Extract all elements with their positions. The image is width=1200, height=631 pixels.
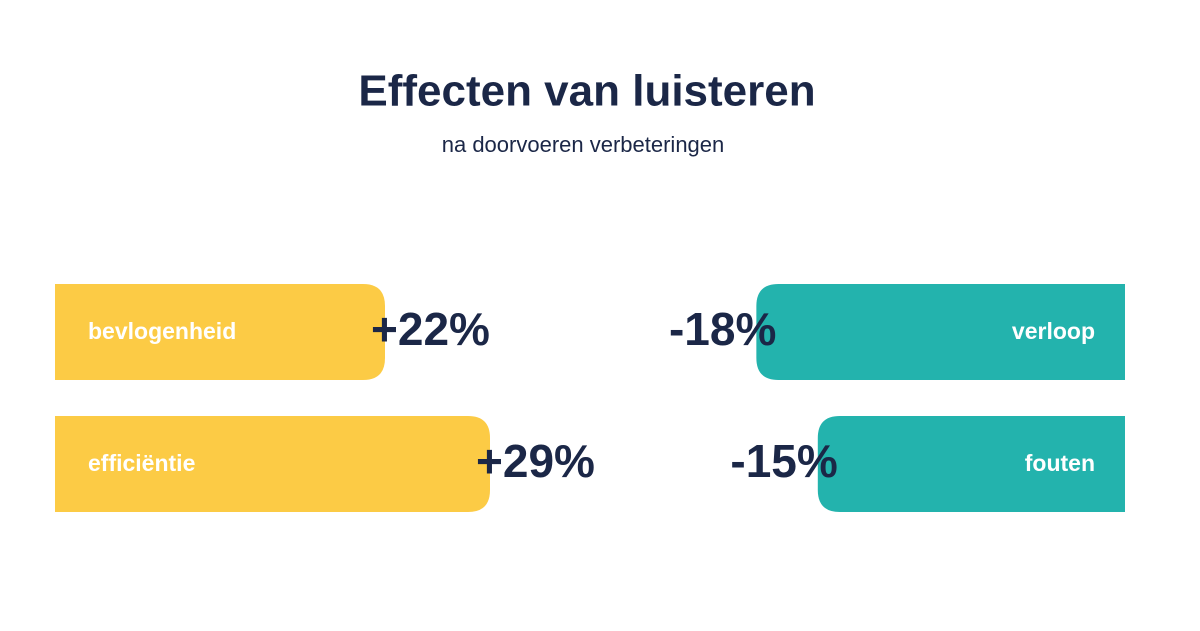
chart-subtitle: na doorvoeren verbeteringen [442, 132, 725, 157]
category-label: efficiëntie [88, 450, 195, 476]
bar [756, 284, 1125, 380]
chart-title: Effecten van luisteren [358, 67, 815, 116]
value-label: -15% [730, 435, 837, 487]
category-label: bevlogenheid [88, 318, 236, 344]
category-label: verloop [1012, 318, 1095, 344]
bar [55, 284, 385, 380]
value-label: +22% [371, 303, 490, 355]
value-label: +29% [476, 435, 595, 487]
bar [55, 416, 490, 512]
bar [817, 416, 1125, 512]
category-label: fouten [1025, 450, 1095, 476]
value-label: -18% [669, 303, 776, 355]
